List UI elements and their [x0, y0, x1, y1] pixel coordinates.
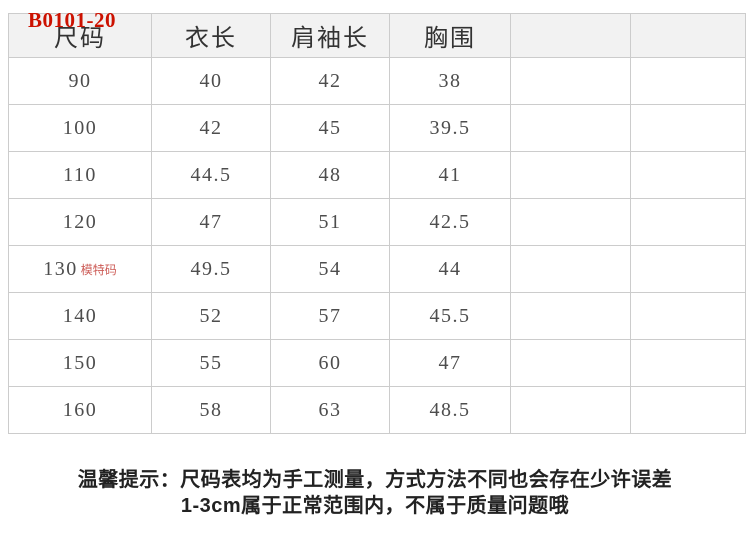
table-cell: 51 — [270, 198, 390, 246]
table-cell: 42 — [270, 57, 390, 105]
table-row: 100 42 45 39.5 — [8, 104, 746, 152]
table-cell: 42.5 — [389, 198, 511, 246]
table-cell — [510, 245, 631, 293]
measurement-tip: 温馨提示：尺码表均为手工测量，方式方法不同也会存在少许误差 1-3cm属于正常范… — [0, 467, 750, 519]
table-row: 110 44.5 48 41 — [8, 151, 746, 199]
table-cell — [630, 57, 746, 105]
table-cell — [630, 292, 746, 340]
table-cell: 45 — [270, 104, 390, 152]
table-cell: 39.5 — [389, 104, 511, 152]
model-size-note: 模特码 — [80, 262, 117, 277]
table-cell: 48 — [270, 151, 390, 199]
table-row: 120 47 51 42.5 — [8, 198, 746, 246]
size-table-header: 尺码 衣长 肩袖长 胸围 — [8, 13, 746, 58]
table-cell — [510, 386, 631, 434]
table-cell: 160 — [8, 386, 152, 434]
column-header-size: 尺码 — [8, 13, 152, 58]
tip-line-2: 1-3cm属于正常范围内，不属于质量问题哦 — [180, 495, 570, 517]
tip-line-1: 温馨提示：尺码表均为手工测量，方式方法不同也会存在少许误差 — [77, 469, 673, 491]
table-cell: 150 — [8, 339, 152, 387]
table-cell: 40 — [151, 57, 271, 105]
size-table: 尺码 衣长 肩袖长 胸围 90 40 42 38 100 42 45 39. — [8, 13, 746, 434]
table-cell: 52 — [151, 292, 271, 340]
table-cell: 58 — [151, 386, 271, 434]
table-cell: 42 — [151, 104, 271, 152]
table-cell: 120 — [8, 198, 152, 246]
table-cell — [510, 57, 631, 105]
table-cell: 38 — [389, 57, 511, 105]
table-row: 160 58 63 48.5 — [8, 386, 746, 434]
product-code-label: B0101-20 — [28, 8, 116, 32]
table-cell — [630, 245, 746, 293]
table-row: 90 40 42 38 — [8, 57, 746, 105]
table-cell: 48.5 — [389, 386, 511, 434]
table-cell — [510, 339, 631, 387]
table-cell: 44.5 — [151, 151, 271, 199]
table-cell: 130 模特码 — [8, 245, 152, 293]
table-cell: 55 — [151, 339, 271, 387]
table-cell: 47 — [151, 198, 271, 246]
table-cell — [630, 339, 746, 387]
column-header-chest: 胸围 — [389, 13, 511, 58]
table-cell: 110 — [8, 151, 152, 199]
table-cell: 41 — [389, 151, 511, 199]
size-table-body: 90 40 42 38 100 42 45 39.5 110 44.5 48 4… — [8, 57, 746, 434]
table-cell: 140 — [8, 292, 152, 340]
header-row: 尺码 衣长 肩袖长 胸围 — [8, 13, 746, 58]
table-cell: 57 — [270, 292, 390, 340]
column-header-shoulder-sleeve-length: 肩袖长 — [270, 13, 390, 58]
table-row: 140 52 57 45.5 — [8, 292, 746, 340]
table-cell — [630, 386, 746, 434]
column-header-garment-length: 衣长 — [151, 13, 271, 58]
table-cell — [510, 198, 631, 246]
table-cell: 47 — [389, 339, 511, 387]
table-cell — [510, 104, 631, 152]
table-cell: 49.5 — [151, 245, 271, 293]
table-cell: 44 — [389, 245, 511, 293]
size-value: 130 — [43, 257, 78, 280]
table-cell — [630, 151, 746, 199]
table-cell: 45.5 — [389, 292, 511, 340]
column-header-empty-2 — [630, 13, 746, 58]
column-header-empty-1 — [510, 13, 631, 58]
table-row-model-size: 130 模特码 49.5 54 44 — [8, 245, 746, 293]
table-cell: 54 — [270, 245, 390, 293]
table-cell: 63 — [270, 386, 390, 434]
table-cell — [510, 151, 631, 199]
table-cell: 60 — [270, 339, 390, 387]
table-cell — [630, 198, 746, 246]
table-cell — [510, 292, 631, 340]
table-cell: 100 — [8, 104, 152, 152]
table-cell — [630, 104, 746, 152]
table-cell: 90 — [8, 57, 152, 105]
table-row: 150 55 60 47 — [8, 339, 746, 387]
